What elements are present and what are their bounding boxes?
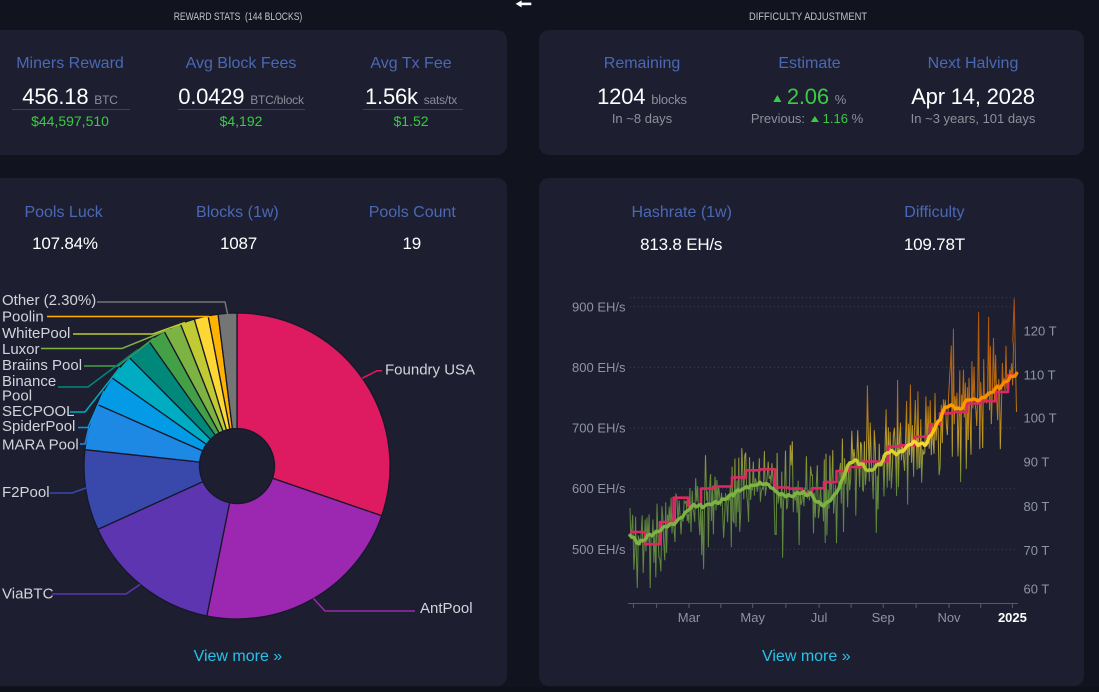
svg-text:500 EH/s: 500 EH/s bbox=[572, 542, 626, 557]
svg-text:ViaBTC: ViaBTC bbox=[2, 585, 54, 602]
svg-text:120 T: 120 T bbox=[1024, 324, 1057, 339]
svg-text:2025: 2025 bbox=[998, 610, 1027, 625]
svg-text:SpiderPool: SpiderPool bbox=[2, 418, 75, 435]
svg-text:Nov: Nov bbox=[937, 610, 961, 625]
svg-text:600 EH/s: 600 EH/s bbox=[572, 481, 626, 496]
svg-text:SECPOOL: SECPOOL bbox=[2, 403, 75, 420]
svg-text:May: May bbox=[740, 610, 765, 625]
svg-text:Luxor: Luxor bbox=[2, 341, 40, 358]
svg-text:Other (2.30%): Other (2.30%) bbox=[2, 292, 96, 309]
svg-text:Sep: Sep bbox=[872, 610, 895, 625]
svg-text:Pool: Pool bbox=[2, 387, 32, 404]
svg-text:WhitePool: WhitePool bbox=[2, 325, 70, 342]
svg-text:80 T: 80 T bbox=[1024, 499, 1050, 514]
svg-text:900 EH/s: 900 EH/s bbox=[572, 299, 626, 314]
svg-text:110 T: 110 T bbox=[1024, 367, 1056, 382]
svg-text:MARA Pool: MARA Pool bbox=[2, 437, 79, 454]
svg-text:100 T: 100 T bbox=[1024, 411, 1057, 426]
svg-text:Mar: Mar bbox=[678, 610, 701, 625]
svg-text:AntPool: AntPool bbox=[420, 600, 473, 617]
svg-text:Jul: Jul bbox=[811, 610, 828, 625]
svg-text:60 T: 60 T bbox=[1024, 581, 1050, 596]
svg-text:Poolin: Poolin bbox=[2, 309, 44, 326]
svg-text:90 T: 90 T bbox=[1024, 455, 1050, 470]
svg-text:Binance: Binance bbox=[2, 373, 56, 390]
svg-text:700 EH/s: 700 EH/s bbox=[572, 421, 626, 436]
svg-text:Foundry USA: Foundry USA bbox=[385, 362, 475, 379]
svg-text:800 EH/s: 800 EH/s bbox=[572, 360, 626, 375]
svg-text:F2Pool: F2Pool bbox=[2, 484, 50, 501]
svg-text:70 T: 70 T bbox=[1024, 543, 1050, 558]
svg-text:Braiins Pool: Braiins Pool bbox=[2, 357, 82, 374]
